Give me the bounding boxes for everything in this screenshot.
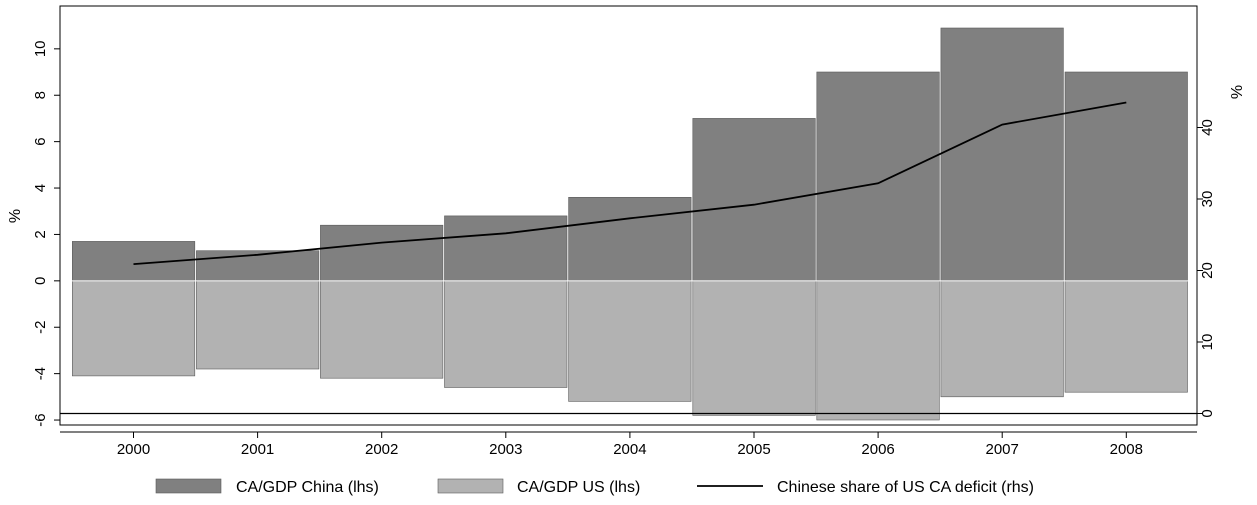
- left-tick-label--6: -6: [32, 413, 49, 426]
- legend-swatch-1: [437, 478, 504, 494]
- left-y-axis: -6 -4 -2 0 2 4 6 8 10%: [7, 40, 60, 427]
- left-tick-label-2: 2: [32, 230, 49, 238]
- x-tick-label-2008: 2008: [1110, 441, 1143, 458]
- bar-china-2004: [568, 197, 692, 282]
- left-tick-label-8: 8: [32, 91, 49, 99]
- x-axis: 2000 2001 2002 2003 2004 2005 2006 2007 2008: [60, 431, 1197, 458]
- legend-label-1: CA/GDP US (lhs): [517, 479, 640, 496]
- bar-us-2000: [72, 280, 196, 377]
- bar-china-2005: [692, 118, 816, 282]
- legend: CA/GDP China (lhs) CA/GDP US (lhs) Chinese…: [155, 478, 1034, 496]
- right-tick-label-0: 0: [1199, 409, 1216, 417]
- bar-china-2003: [444, 215, 568, 282]
- x-tick-label-2003: 2003: [489, 441, 522, 458]
- bar-china-2001: [196, 250, 320, 282]
- bar-us-2005: [692, 280, 816, 416]
- left-tick-label-4: 4: [32, 184, 49, 192]
- left-tick-label-6: 6: [32, 137, 49, 145]
- left-tick-label--4: -4: [32, 367, 49, 380]
- right-tick-label-30: 30: [1199, 191, 1216, 208]
- left-tick-label-10: 10: [32, 40, 49, 57]
- bar-us-2008: [1064, 280, 1188, 393]
- bar-us-2003: [444, 280, 568, 388]
- x-tick-label-2001: 2001: [241, 441, 274, 458]
- legend-label-0: CA/GDP China (lhs): [236, 479, 379, 496]
- x-tick-label-2004: 2004: [613, 441, 646, 458]
- x-tick-label-2006: 2006: [861, 441, 894, 458]
- right-tick-label-40: 40: [1199, 119, 1216, 136]
- right-tick-label-20: 20: [1199, 262, 1216, 279]
- bar-us-2007: [940, 280, 1064, 398]
- left-tick-label-0: 0: [32, 277, 49, 285]
- right-axis-title: %: [1229, 85, 1246, 99]
- bar-us-2001: [196, 280, 320, 370]
- legend-label-2: Chinese share of US CA deficit (rhs): [777, 479, 1034, 496]
- plot-frame: [59, 5, 1198, 426]
- right-y-axis: 0 10 20 30 40%: [1197, 85, 1246, 418]
- x-tick-label-2000: 2000: [117, 441, 150, 458]
- bar-us-2004: [568, 280, 692, 402]
- left-axis-title: %: [7, 209, 24, 223]
- bar-us-2006: [816, 280, 940, 421]
- bar-china-2006: [816, 71, 940, 282]
- left-tick-label--2: -2: [32, 321, 49, 334]
- x-tick-label-2002: 2002: [365, 441, 398, 458]
- x-tick-label-2005: 2005: [737, 441, 770, 458]
- bar-china-2007: [940, 27, 1064, 282]
- bar-china-2008: [1064, 71, 1188, 282]
- bar-china-2002: [320, 224, 444, 282]
- bar-us-2002: [320, 280, 444, 379]
- legend-swatch-0: [155, 478, 222, 494]
- right-tick-label-10: 10: [1199, 334, 1216, 351]
- plot-area: [59, 5, 1198, 426]
- x-tick-label-2007: 2007: [986, 441, 1019, 458]
